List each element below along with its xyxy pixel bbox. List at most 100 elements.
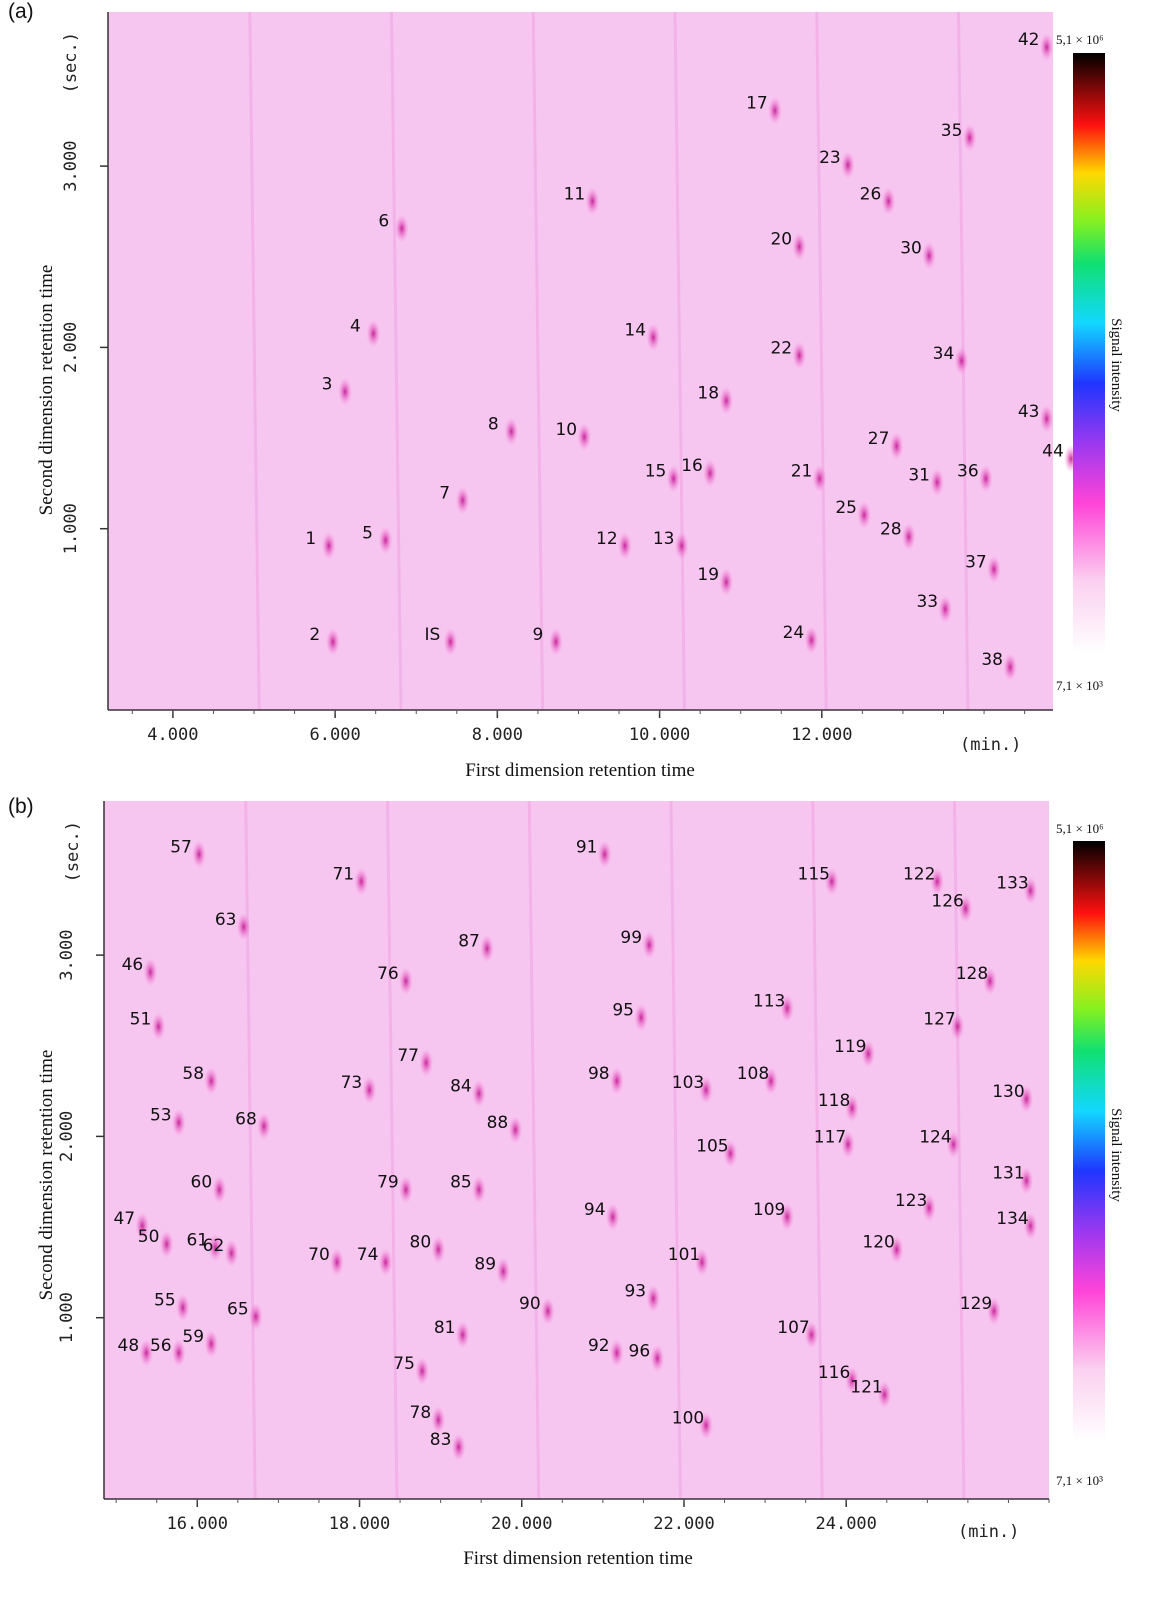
peak-label: 105	[696, 1136, 728, 1156]
peak-spot	[699, 1076, 714, 1105]
peak-label: 103	[672, 1073, 704, 1093]
peak-label: 16	[681, 456, 703, 476]
peak-label: 34	[933, 344, 955, 364]
peak-spot	[767, 96, 782, 125]
y-axis-title: Second dimension retention time	[36, 265, 57, 516]
peak-spot	[338, 377, 353, 406]
colorbar-max-label: 5,1 × 10⁶	[1056, 32, 1104, 47]
x-tick-label: 16.000	[167, 1514, 228, 1534]
peak-spot	[362, 1076, 377, 1105]
peak-label: 129	[960, 1294, 992, 1314]
peak-spot	[236, 912, 251, 941]
peak-spot	[877, 1380, 892, 1409]
peak-spot	[171, 1108, 186, 1137]
peak-label: 76	[377, 964, 399, 984]
peak-label: 30	[900, 239, 922, 259]
peak-label: 47	[113, 1209, 135, 1229]
peak-label: 63	[215, 910, 237, 930]
peak-label: 101	[668, 1245, 700, 1265]
background-streak	[390, 11, 403, 711]
peak-label: 58	[182, 1064, 204, 1084]
peak-label: 77	[397, 1046, 419, 1066]
peak-spot	[962, 123, 977, 152]
peak-label: 127	[923, 1010, 955, 1030]
x-tick-label: 12.000	[791, 725, 852, 745]
peak-label: 117	[814, 1127, 846, 1147]
peak-spot	[857, 500, 872, 529]
peak-spot	[471, 1079, 486, 1108]
peak-spot	[650, 1344, 665, 1373]
peak-label: 92	[588, 1336, 610, 1356]
peak-spot	[504, 417, 519, 446]
peak-label: 3	[322, 375, 333, 395]
peak-label: 57	[170, 837, 192, 857]
peak-label: 28	[880, 520, 902, 540]
peak-label: 14	[624, 320, 646, 340]
peak-label: 26	[860, 184, 882, 204]
peak-spot	[861, 1039, 876, 1068]
background-streak	[527, 800, 541, 1500]
peak-spot	[248, 1302, 263, 1331]
peak-label: 81	[434, 1318, 456, 1338]
peak-label: 75	[393, 1354, 415, 1374]
peak-spot	[224, 1239, 239, 1268]
peak-spot	[378, 1248, 393, 1277]
y-tick-label: 1.000	[57, 1292, 77, 1343]
peak-spot	[703, 459, 718, 488]
peak-label: 46	[122, 955, 144, 975]
peak-label: 2	[309, 625, 320, 645]
peak-label: 6	[378, 211, 389, 231]
peak-spot	[204, 1066, 219, 1095]
peak-spot	[792, 341, 807, 370]
peak-spot	[1023, 1211, 1038, 1240]
peak-spot	[666, 464, 681, 493]
peak-label: 1	[305, 529, 316, 549]
peak-label: 121	[850, 1378, 882, 1398]
peak-spot	[609, 1066, 624, 1095]
peak-spot	[398, 1175, 413, 1204]
peak-spot	[398, 967, 413, 996]
peak-label: 124	[919, 1127, 951, 1147]
peak-label: 107	[777, 1318, 809, 1338]
peak-label: 70	[308, 1245, 330, 1265]
peak-label: 22	[770, 338, 792, 358]
peak-spot	[139, 1338, 154, 1367]
peak-label: 95	[612, 1000, 634, 1020]
peak-spot	[496, 1257, 511, 1286]
background-streak	[248, 11, 261, 711]
peak-spot	[431, 1235, 446, 1264]
peak-label: 89	[474, 1254, 496, 1274]
peak-spot	[922, 241, 937, 270]
peak-spot	[719, 386, 734, 415]
peak-label: 24	[783, 623, 805, 643]
peak-spot	[212, 1175, 227, 1204]
peak-spot	[986, 1297, 1001, 1326]
peak-spot	[901, 522, 916, 551]
peak-label: 50	[138, 1227, 160, 1247]
y-tick-label: 1.000	[61, 503, 81, 554]
peak-spot	[605, 1202, 620, 1231]
peak-label: 15	[645, 462, 667, 482]
peak-label: 17	[746, 94, 768, 114]
colorbar-max-label: 5,1 × 10⁶	[1056, 821, 1104, 836]
peak-label: 98	[588, 1064, 610, 1084]
peak-spot	[780, 994, 795, 1023]
peak-spot	[451, 1433, 466, 1462]
peak-label: 4	[350, 317, 361, 337]
peak-label: 80	[410, 1233, 432, 1253]
peak-label: 18	[697, 384, 719, 404]
peak-label: 122	[903, 865, 935, 885]
peak-spot	[889, 1235, 904, 1264]
y-tick-label: 2.000	[61, 322, 81, 373]
peak-label: 133	[996, 874, 1028, 894]
y-ticks: 1.000 2.000 3.000	[57, 930, 104, 1343]
y-tick-label: 2.000	[57, 1111, 77, 1162]
peak-label: 130	[992, 1082, 1024, 1102]
peak-label: 91	[576, 837, 598, 857]
x-tick-label: 10.000	[629, 725, 690, 745]
peak-label: 31	[908, 465, 930, 485]
peak-spot	[642, 930, 657, 959]
peak-spot	[208, 1233, 223, 1262]
peak-spot	[1003, 653, 1018, 682]
